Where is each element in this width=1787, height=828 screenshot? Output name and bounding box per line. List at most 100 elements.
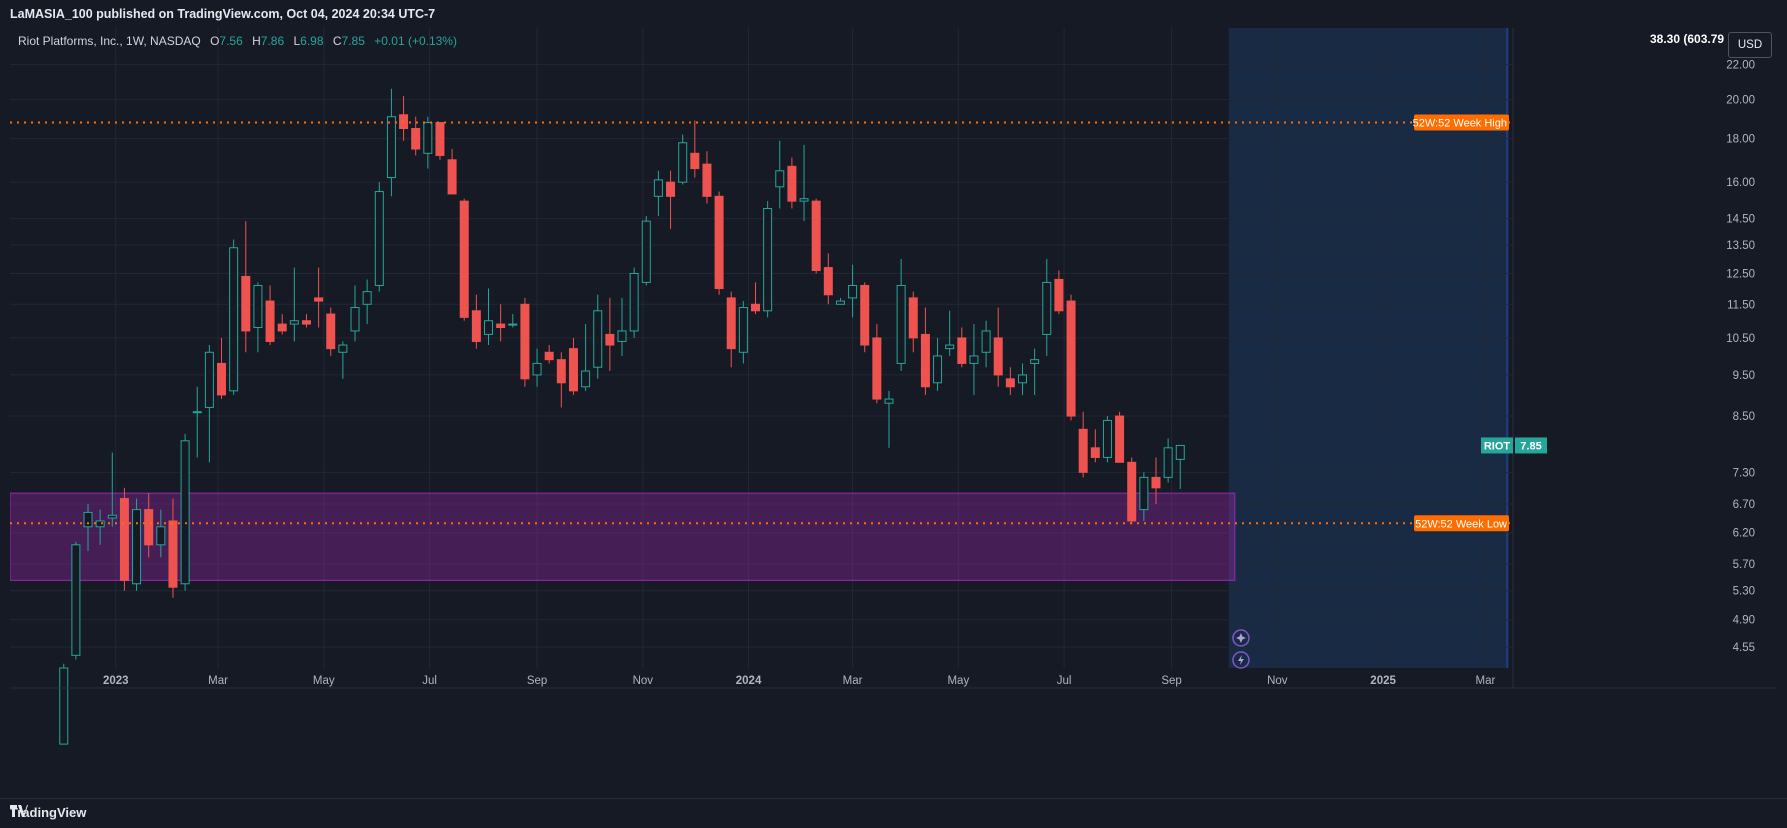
x-tick-label: Mar xyxy=(208,675,228,687)
candle-body-up xyxy=(107,514,117,519)
candle-body-down xyxy=(920,333,930,388)
change-value: +0.01 (+0.13%) xyxy=(374,34,457,48)
level-label: 52W:52 Week Low xyxy=(1415,518,1507,530)
candle-body-down xyxy=(1090,447,1100,458)
candle-body-down xyxy=(496,323,506,329)
candle-body-up xyxy=(192,411,202,414)
projection-zone xyxy=(1228,28,1509,668)
price-chart[interactable]: 52W:52 Week High 52W:52 Week Low 22.00 20.0… xyxy=(10,28,1777,798)
footer-brand[interactable]: TradingView xyxy=(10,805,86,820)
candle-body-up xyxy=(617,330,627,342)
current-price-symbol-bg xyxy=(1481,437,1513,454)
candle-body-down xyxy=(666,181,676,197)
candle-body-up xyxy=(848,284,858,299)
x-tick-label: 2023 xyxy=(103,675,129,687)
x-tick-label: 2024 xyxy=(736,675,762,687)
candle-body-up xyxy=(350,307,360,332)
candle-body-down xyxy=(1151,476,1161,489)
x-tick-label: Mar xyxy=(1475,675,1495,687)
candle-body-up xyxy=(653,179,663,197)
chart-background xyxy=(10,28,1777,798)
candle-body-up xyxy=(484,320,494,335)
candle-body-up xyxy=(83,511,93,528)
y-tick-label: 16.00 xyxy=(1726,177,1755,189)
currency-button[interactable]: USD xyxy=(1728,32,1772,58)
candle-body-down xyxy=(277,323,287,332)
y-tick-label: 10.50 xyxy=(1726,333,1755,345)
sparkle-icon[interactable] xyxy=(1232,629,1250,647)
candle-body-down xyxy=(702,163,712,197)
footer-brand-label: TradingView xyxy=(10,805,87,820)
candle-body-down xyxy=(168,520,178,588)
candle-body-up xyxy=(180,440,190,585)
publish-header: LaMASIA_100 published on TradingView.com… xyxy=(0,0,1787,28)
y-tick-label: 4.90 xyxy=(1733,615,1755,627)
candle-body-down xyxy=(471,310,481,342)
candle-body-up xyxy=(374,191,384,286)
candle-body-down xyxy=(411,127,421,150)
candle-body-up xyxy=(532,362,542,376)
candle-body-up xyxy=(896,284,906,364)
top-right-price: 38.30 (603.79 xyxy=(1650,32,1725,46)
candle-body-down xyxy=(714,195,724,290)
sparkle-glyph xyxy=(1235,633,1246,643)
candle-body-up xyxy=(1017,374,1027,384)
candle-body-up xyxy=(981,330,991,353)
candle-body-down xyxy=(1127,461,1137,522)
low-label: L xyxy=(293,34,301,48)
candle-body-down xyxy=(908,297,918,339)
candle-body-down xyxy=(217,362,227,396)
candle-body-down xyxy=(1115,415,1125,463)
y-tick-label: 12.50 xyxy=(1726,268,1755,280)
lightning-icon[interactable] xyxy=(1232,651,1250,669)
candle-body-down xyxy=(726,297,736,350)
chart-area[interactable]: 52W:52 Week High 52W:52 Week Low 22.00 20.0… xyxy=(10,28,1777,798)
low-value: 6.98 xyxy=(300,34,324,48)
y-tick-label: 20.00 xyxy=(1726,95,1755,107)
candle-body-down xyxy=(265,300,275,342)
y-tick-label: 8.50 xyxy=(1733,411,1755,423)
candle-body-down xyxy=(301,320,311,325)
footer: TradingView xyxy=(0,798,1787,828)
symbol-name: Riot Platforms, Inc., 1W, NASDAQ xyxy=(18,34,201,48)
x-tick-label: Jul xyxy=(1057,675,1072,687)
candle-body-down xyxy=(314,297,324,302)
candle-body-down xyxy=(787,165,797,202)
x-tick-label: Sep xyxy=(1161,675,1181,687)
lightning-glyph xyxy=(1237,655,1244,665)
current-price-value-bg xyxy=(1515,437,1547,454)
candle-body-up xyxy=(1139,476,1149,511)
x-tick-label: May xyxy=(313,675,335,687)
candle-body-up xyxy=(629,272,639,332)
support-zone xyxy=(10,492,1236,581)
candle-body-down xyxy=(1066,300,1076,417)
candle-body-down xyxy=(241,275,251,332)
x-tick-label: Sep xyxy=(527,675,547,687)
candle-body-up xyxy=(289,320,299,325)
level-label-bg xyxy=(1414,114,1509,131)
y-tick-label: 22.00 xyxy=(1726,59,1755,71)
y-tick-label: 13.50 xyxy=(1726,240,1755,252)
candle-body-down xyxy=(435,122,445,156)
current-price-symbol: RIOT xyxy=(1484,440,1511,452)
y-tick-label: 7.30 xyxy=(1733,467,1755,479)
candle-body-up xyxy=(95,520,105,528)
candle-body-up xyxy=(799,198,809,202)
candle-body-up xyxy=(71,544,81,656)
candle-body-up xyxy=(835,300,845,305)
candle-body-down xyxy=(447,159,457,195)
level-label: 52W:52 Week High xyxy=(1413,118,1507,130)
candle-body-down xyxy=(544,351,554,361)
tradingview-logo-icon xyxy=(10,805,28,817)
symbol-legend: Riot Platforms, Inc., 1W, NASDAQ O7.56 H… xyxy=(18,34,457,48)
y-tick-label: 18.00 xyxy=(1726,134,1755,146)
x-tick-label: 2025 xyxy=(1370,675,1396,687)
x-tick-label: Mar xyxy=(843,675,863,687)
level-label-bg xyxy=(1414,515,1509,532)
candle-body-up xyxy=(1030,359,1040,364)
candle-body-up xyxy=(581,370,591,388)
candle-body-up xyxy=(423,122,433,154)
candle-body-down xyxy=(751,303,760,312)
candle-body-up xyxy=(775,170,785,188)
candle-body-down xyxy=(568,348,578,392)
